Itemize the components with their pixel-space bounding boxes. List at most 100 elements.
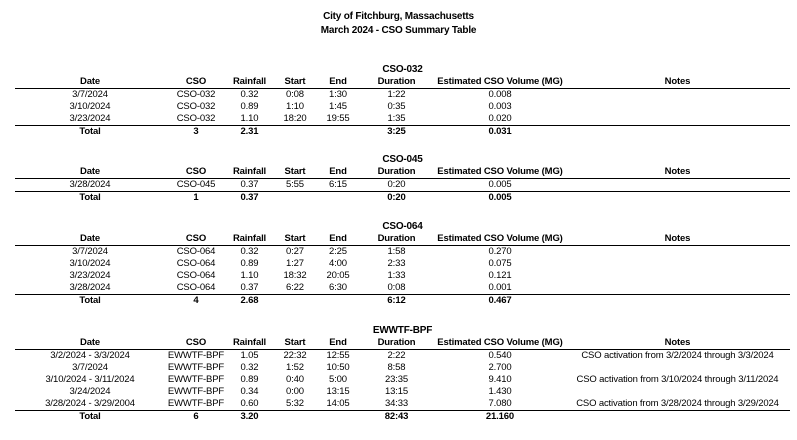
cell-start: 0:27 [286,246,304,257]
cell-start: 1:27 [286,258,304,269]
table-row: 3/24/2024 EWWTF-BPF 0.34 0:00 13:15 13:15 1.43… [15,386,790,398]
cell-date: 3/7/2024 [72,246,108,257]
column-header-start: Start [272,337,318,350]
cell-end: 14:05 [326,398,350,409]
table-row: 3/7/2024 CSO-064 0.32 0:27 2:25 1:58 0.270 [15,246,790,259]
total-volume: 0.031 [435,125,565,138]
column-header-volume: Estimated CSO Volume (MG) [435,337,565,350]
cell-end: 1:30 [329,89,347,100]
cell-cso: CSO-064 [176,282,216,293]
cell-rainfall: 0.89 [240,258,259,269]
cell-date: 3/28/2024 - 3/29/2004 [45,398,135,409]
cso-table: Date CSO Rainfall Start End Duration Estimated… [15,76,790,138]
doc-title: City of Fitchburg, Massachusetts [323,11,474,22]
cso-table: Date CSO Rainfall Start End Duration Estimated… [15,233,790,307]
total-row: Total 4 2.68 6:12 0.467 [15,294,790,307]
cell-volume: 0.121 [488,270,512,281]
cell-start: 18:20 [283,113,307,124]
cell-date: 3/28/2024 [69,282,111,293]
table-title: CSO-032 [382,64,423,75]
total-duration: 6:12 [358,294,435,307]
cell-end: 5:00 [329,374,347,385]
total-count: 6 [165,410,227,423]
column-header-start: Start [272,166,318,179]
cell-end: 19:55 [326,113,350,124]
cell-start: 5:55 [286,179,304,190]
cso-table: Date CSO Rainfall Start End Duration Estimated… [15,337,790,423]
column-header-start: Start [272,233,318,246]
cell-cso: EWWTF-BPF [167,398,225,409]
cell-start: 0:00 [286,386,304,397]
total-start [272,410,318,423]
column-header-end: End [318,233,358,246]
cell-duration: 34:33 [384,398,409,409]
column-header-duration: Duration [358,233,435,246]
cell-notes [565,282,790,295]
cell-duration: 0:08 [387,282,406,293]
total-duration: 82:43 [358,410,435,423]
column-header-start: Start [272,76,318,89]
cell-rainfall: 0.32 [240,89,259,100]
cell-cso: EWWTF-BPF [167,362,225,373]
total-count: 1 [165,191,227,204]
tables-container: CSO-032 Date CSO Rainfall Start End Duration Es… [15,64,790,423]
total-rainfall: 3.20 [227,410,272,423]
cso-table-section: CSO-032 Date CSO Rainfall Start End Duration Es… [15,64,790,138]
cell-duration: 23:35 [384,374,409,385]
header-row: Date CSO Rainfall Start End Duration Estimated… [15,233,790,246]
total-notes [565,191,790,204]
cell-volume: 0.003 [488,101,512,112]
cell-rainfall: 0.32 [240,246,259,257]
cell-notes: CSO activation from 3/10/2024 through 3/… [576,374,779,385]
cell-volume: 0.008 [488,89,512,100]
cell-date: 3/23/2024 [69,113,111,124]
total-volume: 21.160 [435,410,565,423]
cell-notes [565,246,790,259]
cell-volume: 0.075 [488,258,512,269]
column-header-duration: Duration [358,166,435,179]
cell-duration: 8:58 [387,362,406,373]
cell-volume: 1.430 [488,386,512,397]
table-title: CSO-064 [382,221,423,232]
cell-duration: 2:22 [387,350,406,361]
total-rainfall: 0.37 [227,191,272,204]
cell-rainfall: 0.37 [240,179,259,190]
cell-date: 3/23/2024 [69,270,111,281]
cell-start: 1:10 [286,101,304,112]
total-notes [565,125,790,138]
header-row: Date CSO Rainfall Start End Duration Estimated… [15,166,790,179]
cell-cso: CSO-064 [176,246,216,257]
total-start [272,191,318,204]
cell-duration: 0:20 [387,179,406,190]
column-header-duration: Duration [358,337,435,350]
cell-end: 6:30 [329,282,347,293]
column-header-cso: CSO [165,233,227,246]
column-header-notes: Notes [565,76,790,89]
cell-end: 1:45 [329,101,347,112]
table-row: 3/10/2024 CSO-032 0.89 1:10 1:45 0:35 0.003 [15,101,790,113]
cell-notes [565,270,790,282]
cell-duration: 2:33 [387,258,406,269]
column-header-rainfall: Rainfall [227,337,272,350]
column-header-notes: Notes [565,233,790,246]
cell-notes: CSO activation from 3/2/2024 through 3/3… [581,350,774,361]
column-header-rainfall: Rainfall [227,233,272,246]
table-title: CSO-045 [382,154,423,165]
cell-cso: CSO-032 [176,113,216,124]
table-title: EWWTF-BPF [372,325,433,336]
total-label: Total [15,410,165,423]
cell-rainfall: 1.10 [240,113,259,124]
table-row: 3/2/2024 - 3/3/2024 EWWTF-BPF 1.05 22:32 12:… [15,350,790,363]
cell-rainfall: 1.05 [240,350,259,361]
cell-date: 3/10/2024 - 3/11/2024 [45,374,135,385]
table-row: 3/10/2024 CSO-064 0.89 1:27 4:00 2:33 0.075 [15,258,790,270]
total-rainfall: 2.31 [227,125,272,138]
column-header-end: End [318,76,358,89]
column-header-notes: Notes [565,166,790,179]
total-row: Total 1 0.37 0:20 0.005 [15,191,790,204]
cell-date: 3/7/2024 [72,362,108,373]
column-header-date: Date [15,337,165,350]
cso-table-section: CSO-064 Date CSO Rainfall Start End Duration Es… [15,221,790,307]
column-header-rainfall: Rainfall [227,76,272,89]
cell-date: 3/28/2024 [69,179,111,190]
